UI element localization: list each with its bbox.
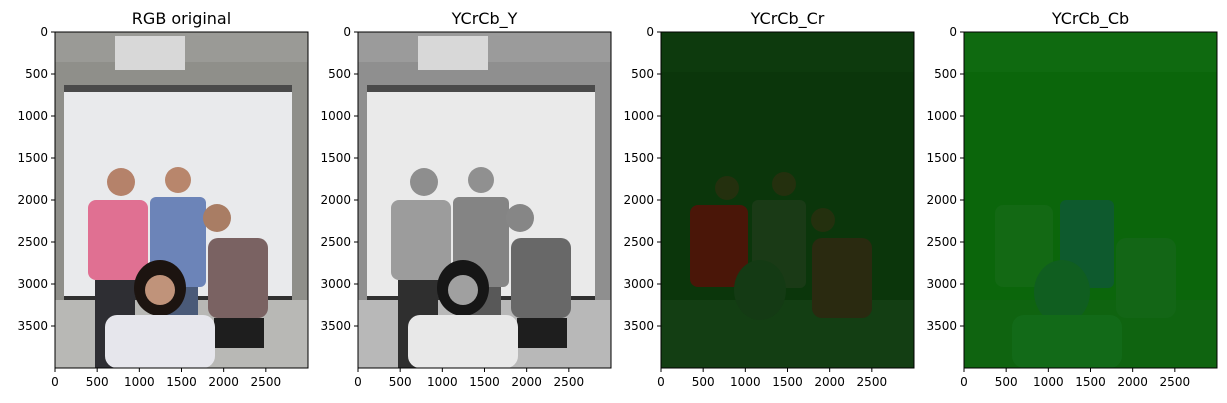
y-tick-label: 1000 bbox=[926, 109, 957, 123]
y-tick-label: 2500 bbox=[17, 235, 48, 249]
y-tick-label: 3500 bbox=[623, 319, 654, 333]
x-tick-label: 2500 bbox=[554, 375, 585, 389]
x-tick-label: 2000 bbox=[1117, 375, 1148, 389]
y-tick-label: 2500 bbox=[320, 235, 351, 249]
x-tick-label: 1500 bbox=[166, 375, 197, 389]
x-tick-label: 1000 bbox=[124, 375, 155, 389]
y-tick-label: 3000 bbox=[320, 277, 351, 291]
y-axis-ticks: 0 500 1000 1500 2000 2500 3000 3500 bbox=[926, 25, 964, 333]
y-tick-label: 3000 bbox=[623, 277, 654, 291]
y-tick-label: 3500 bbox=[926, 319, 957, 333]
x-tick-label: 500 bbox=[692, 375, 715, 389]
x-tick-label: 1000 bbox=[1033, 375, 1064, 389]
x-axis-ticks: 0 500 1000 1500 2000 2500 bbox=[51, 368, 281, 389]
x-tick-label: 500 bbox=[86, 375, 109, 389]
y-tick-label: 1000 bbox=[623, 109, 654, 123]
y-tick-label: 1000 bbox=[320, 109, 351, 123]
x-tick-label: 1500 bbox=[772, 375, 803, 389]
x-tick-label: 1500 bbox=[1075, 375, 1106, 389]
y-tick-label: 500 bbox=[328, 67, 351, 81]
x-tick-label: 0 bbox=[354, 375, 362, 389]
y-tick-label: 2000 bbox=[926, 193, 957, 207]
y-tick-label: 0 bbox=[646, 25, 654, 39]
x-tick-label: 1000 bbox=[427, 375, 458, 389]
x-axis-ticks: 0 500 1000 1500 2000 2500 bbox=[960, 368, 1190, 389]
y-tick-label: 1500 bbox=[926, 151, 957, 165]
y-tick-label: 0 bbox=[343, 25, 351, 39]
x-axis-ticks: 0 500 1000 1500 2000 2500 bbox=[354, 368, 584, 389]
y-axis-ticks: 0 500 1000 1500 2000 2500 3000 3500 bbox=[623, 25, 661, 333]
x-tick-label: 2000 bbox=[208, 375, 239, 389]
cb-channel-image bbox=[964, 32, 1217, 368]
rgb-photo-image bbox=[55, 32, 308, 368]
panel-title: YCrCb_Cb bbox=[1051, 9, 1129, 29]
panel-ycrcb-cb: YCrCb_Cb 0 500 1000 1500 2000 2500 0 500 1000 15… bbox=[926, 9, 1218, 389]
x-tick-label: 0 bbox=[960, 375, 968, 389]
x-axis-ticks: 0 500 1000 1500 2000 2500 bbox=[657, 368, 887, 389]
panel-rgb-original: RGB original 0 500 100 bbox=[17, 9, 309, 389]
x-tick-label: 2000 bbox=[814, 375, 845, 389]
y-tick-label: 1500 bbox=[623, 151, 654, 165]
panel-title: YCrCb_Y bbox=[451, 9, 518, 29]
panel-title: RGB original bbox=[132, 9, 231, 28]
x-tick-label: 2500 bbox=[251, 375, 282, 389]
y-tick-label: 1500 bbox=[17, 151, 48, 165]
y-tick-label: 1500 bbox=[320, 151, 351, 165]
y-tick-label: 3000 bbox=[926, 277, 957, 291]
x-tick-label: 2500 bbox=[1160, 375, 1191, 389]
x-tick-label: 2500 bbox=[857, 375, 888, 389]
y-tick-label: 3500 bbox=[320, 319, 351, 333]
y-tick-label: 2500 bbox=[623, 235, 654, 249]
y-tick-label: 0 bbox=[40, 25, 48, 39]
y-axis-ticks: 0 500 1000 1500 2000 2500 3000 3500 bbox=[320, 25, 358, 333]
x-tick-label: 1000 bbox=[730, 375, 761, 389]
y-tick-label: 500 bbox=[934, 67, 957, 81]
y-tick-label: 0 bbox=[949, 25, 957, 39]
x-tick-label: 500 bbox=[995, 375, 1018, 389]
y-tick-label: 2500 bbox=[926, 235, 957, 249]
x-tick-label: 1500 bbox=[469, 375, 500, 389]
y-tick-label: 500 bbox=[631, 67, 654, 81]
panel-title: YCrCb_Cr bbox=[750, 9, 825, 29]
luma-channel-image bbox=[358, 32, 611, 368]
y-tick-label: 3500 bbox=[17, 319, 48, 333]
panel-ycrcb-cr: YCrCb_Cr 0 500 1000 1500 2000 2500 0 500 1000 15… bbox=[623, 9, 915, 389]
y-tick-label: 3000 bbox=[17, 277, 48, 291]
y-axis-ticks: 0 500 1000 1500 2000 2500 3000 3500 bbox=[17, 25, 55, 333]
x-tick-label: 0 bbox=[657, 375, 665, 389]
cr-channel-image bbox=[661, 32, 914, 368]
y-tick-label: 1000 bbox=[17, 109, 48, 123]
y-tick-label: 2000 bbox=[623, 193, 654, 207]
x-tick-label: 2000 bbox=[511, 375, 542, 389]
y-tick-label: 2000 bbox=[17, 193, 48, 207]
panel-ycrcb-y: YCrCb_Y 0 500 1000 1500 2000 2500 0 500 1000 150… bbox=[320, 9, 612, 389]
y-tick-label: 2000 bbox=[320, 193, 351, 207]
y-tick-label: 500 bbox=[25, 67, 48, 81]
x-tick-label: 0 bbox=[51, 375, 59, 389]
x-tick-label: 500 bbox=[389, 375, 412, 389]
